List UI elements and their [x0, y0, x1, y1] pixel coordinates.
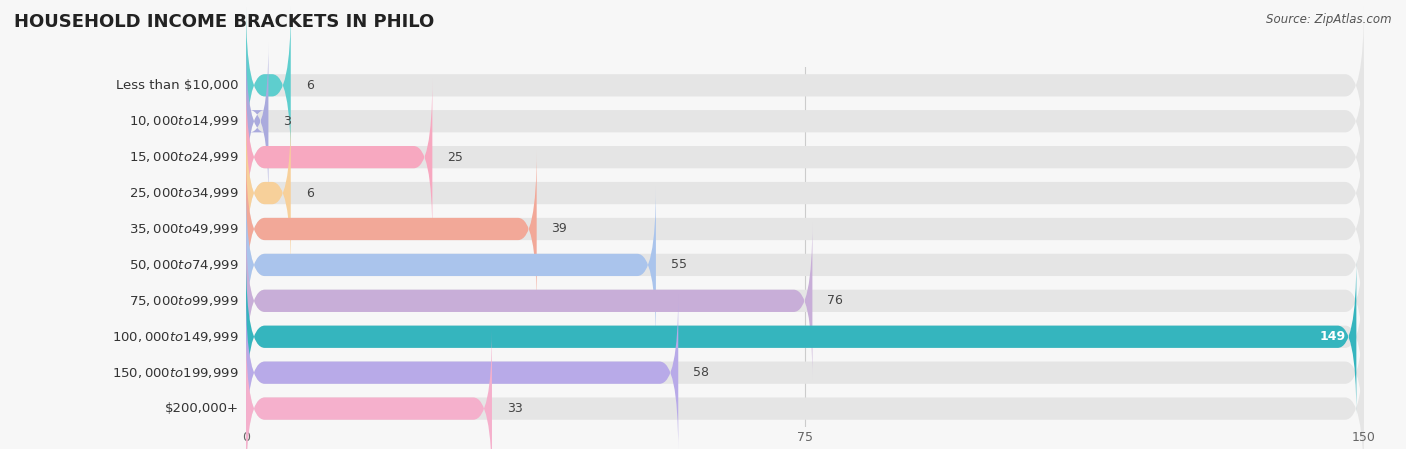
Text: HOUSEHOLD INCOME BRACKETS IN PHILO: HOUSEHOLD INCOME BRACKETS IN PHILO	[14, 13, 434, 31]
FancyBboxPatch shape	[246, 294, 678, 449]
FancyBboxPatch shape	[246, 150, 537, 308]
FancyBboxPatch shape	[246, 114, 1364, 272]
FancyBboxPatch shape	[246, 258, 1364, 415]
Text: 149: 149	[1319, 330, 1346, 343]
Text: $200,000+: $200,000+	[165, 402, 239, 415]
FancyBboxPatch shape	[246, 186, 1364, 343]
FancyBboxPatch shape	[246, 79, 433, 236]
FancyBboxPatch shape	[246, 294, 1364, 449]
Text: 33: 33	[506, 402, 523, 415]
Text: 25: 25	[447, 151, 463, 163]
Text: $75,000 to $99,999: $75,000 to $99,999	[129, 294, 239, 308]
Text: 6: 6	[305, 187, 314, 199]
FancyBboxPatch shape	[246, 150, 1364, 308]
Text: $10,000 to $14,999: $10,000 to $14,999	[129, 114, 239, 128]
FancyBboxPatch shape	[246, 222, 1364, 379]
Text: 39: 39	[551, 223, 568, 235]
Text: $25,000 to $34,999: $25,000 to $34,999	[129, 186, 239, 200]
FancyBboxPatch shape	[246, 7, 291, 164]
Text: 55: 55	[671, 259, 686, 271]
FancyBboxPatch shape	[246, 222, 813, 379]
Text: $50,000 to $74,999: $50,000 to $74,999	[129, 258, 239, 272]
FancyBboxPatch shape	[246, 330, 1364, 449]
FancyBboxPatch shape	[246, 330, 492, 449]
Text: 76: 76	[827, 295, 844, 307]
Text: 58: 58	[693, 366, 709, 379]
FancyBboxPatch shape	[246, 186, 655, 343]
Text: $100,000 to $149,999: $100,000 to $149,999	[112, 330, 239, 344]
Text: 6: 6	[305, 79, 314, 92]
Text: $150,000 to $199,999: $150,000 to $199,999	[112, 365, 239, 380]
Text: 3: 3	[283, 115, 291, 128]
FancyBboxPatch shape	[246, 7, 1364, 164]
FancyBboxPatch shape	[246, 258, 1357, 415]
Text: $15,000 to $24,999: $15,000 to $24,999	[129, 150, 239, 164]
FancyBboxPatch shape	[246, 79, 1364, 236]
Text: $35,000 to $49,999: $35,000 to $49,999	[129, 222, 239, 236]
Text: Source: ZipAtlas.com: Source: ZipAtlas.com	[1267, 13, 1392, 26]
FancyBboxPatch shape	[246, 43, 1364, 200]
FancyBboxPatch shape	[246, 114, 291, 272]
FancyBboxPatch shape	[246, 43, 269, 200]
Text: Less than $10,000: Less than $10,000	[117, 79, 239, 92]
